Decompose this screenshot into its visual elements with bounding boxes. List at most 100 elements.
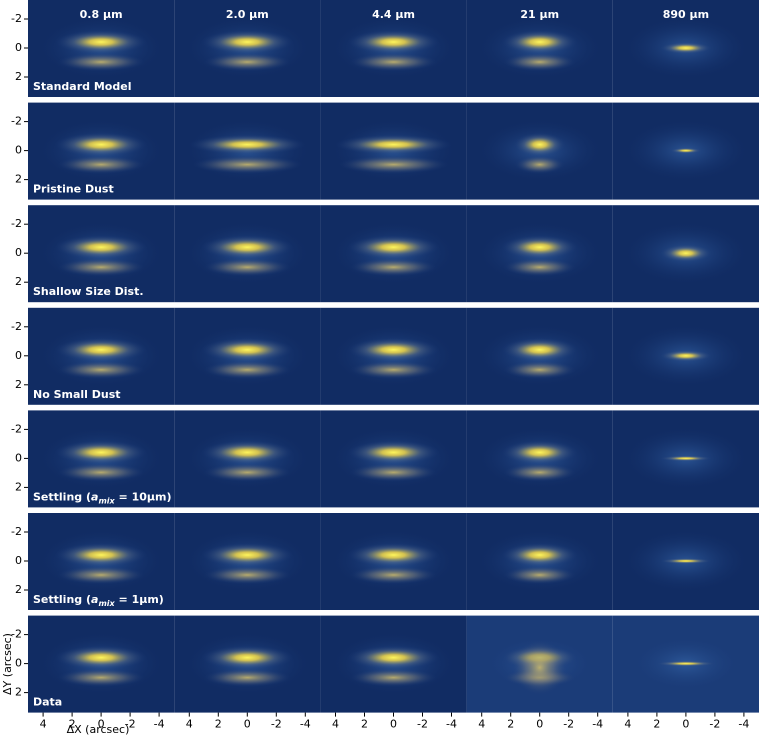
disk: [659, 42, 712, 54]
y-axis-label: ΔY (arcsec): [1, 633, 14, 695]
lower-lobe: [203, 463, 291, 482]
lower-lobe: [349, 463, 438, 482]
row-label-part: No Small Dust: [33, 388, 121, 401]
y-tick-label: -2: [11, 525, 22, 538]
row-label: Shallow Size Dist.: [33, 285, 144, 298]
x-tick-label: 4: [478, 718, 485, 731]
x-tick-label: -4: [154, 718, 165, 731]
disk: [659, 558, 712, 564]
y-tick-label: 2: [15, 686, 22, 699]
disk: [659, 455, 712, 462]
upper-lobe: [347, 30, 440, 54]
x-tick-label: 0: [682, 718, 689, 731]
lower-lobe: [503, 53, 576, 71]
row-label-part: Shallow Size Dist.: [33, 285, 144, 298]
x-tick-label: -4: [446, 718, 457, 731]
lower-lobe: [57, 360, 145, 379]
row-label-part: Pristine Dust: [33, 183, 114, 196]
lower-lobe: [338, 155, 449, 174]
upper-lobe: [201, 235, 294, 260]
lower-lobe: [203, 360, 291, 379]
y-tick-label: -2: [11, 628, 22, 641]
y-tick-label: 2: [15, 275, 22, 288]
column-label: 2.0 μm: [226, 8, 269, 21]
lower-lobe: [503, 463, 576, 482]
x-tick-label: -2: [271, 718, 282, 731]
upper-lobe: [201, 440, 294, 465]
column-label: 890 μm: [663, 8, 709, 21]
lower-lobe: [203, 53, 291, 71]
y-tick-label: 0: [15, 451, 22, 464]
row-label: Settling (amix = 1μm): [33, 593, 164, 608]
x-tick-label: 4: [624, 718, 631, 731]
lower-lobe: [203, 566, 291, 584]
lower-lobe: [57, 668, 145, 687]
row-label-part: mix: [98, 496, 115, 505]
upper-lobe: [501, 440, 578, 465]
x-tick-label: 2: [361, 718, 368, 731]
upper-lobe: [201, 543, 294, 567]
y-tick-label: -2: [11, 115, 22, 128]
upper-lobe: [347, 337, 440, 362]
row-label: Standard Model: [33, 80, 131, 93]
row-label-part: Settling (: [33, 490, 91, 503]
x-tick-label: 0: [244, 718, 251, 731]
lower-lobe: [203, 668, 291, 687]
lower-lobe: [349, 668, 438, 687]
x-tick-label: 4: [332, 718, 339, 731]
x-tick-label: 2: [653, 718, 660, 731]
x-tick-label: -4: [300, 718, 311, 731]
upper-lobe: [501, 543, 578, 567]
lower-lobe: [203, 258, 291, 277]
upper-lobe: [501, 337, 578, 362]
disk: [655, 660, 716, 667]
upper-lobe: [55, 132, 148, 157]
x-tick-label: -4: [738, 718, 749, 731]
x-tick-label: -2: [563, 718, 574, 731]
y-tick-label: 0: [15, 554, 22, 567]
row-label-part: Settling (: [33, 593, 91, 606]
upper-lobe: [347, 235, 440, 260]
column-label: 0.8 μm: [80, 8, 123, 21]
y-tick-label: 2: [15, 70, 22, 83]
diffuse: [511, 639, 568, 696]
y-tick-label: 0: [15, 41, 22, 54]
row-label-part: Standard Model: [33, 80, 131, 93]
lower-lobe: [349, 360, 438, 379]
disk: [669, 147, 702, 154]
y-tick-label: -2: [11, 12, 22, 25]
y-tick-label: 0: [15, 246, 22, 259]
upper-lobe: [347, 440, 440, 465]
lower-lobe: [503, 566, 576, 584]
x-tick-label: -2: [417, 718, 428, 731]
upper-lobe: [189, 134, 306, 155]
y-tick-label: 2: [15, 378, 22, 391]
row-label-part: = 10μm): [115, 490, 172, 503]
x-tick-label: -2: [125, 718, 136, 731]
row-label: Settling (amix = 10μm): [33, 490, 171, 505]
upper-lobe: [335, 134, 452, 155]
upper-lobe: [55, 440, 148, 465]
x-tick-label: 0: [536, 718, 543, 731]
upper-lobe: [513, 132, 566, 157]
x-axis-label: ΔX (arcsec): [67, 723, 130, 736]
row-label: Data: [33, 696, 62, 709]
y-tick-label: -2: [11, 320, 22, 333]
upper-lobe: [55, 337, 148, 362]
y-tick-label: 2: [15, 480, 22, 493]
lower-lobe: [349, 258, 438, 277]
upper-lobe: [201, 30, 294, 54]
upper-lobe: [501, 30, 578, 54]
lower-lobe: [349, 566, 438, 584]
x-tick-label: -2: [709, 718, 720, 731]
y-tick-label: 2: [15, 173, 22, 186]
disk: [659, 349, 712, 362]
upper-lobe: [347, 543, 440, 567]
lower-lobe: [57, 155, 145, 174]
lower-lobe: [57, 566, 145, 584]
row-label-part: a: [91, 593, 98, 606]
lower-lobe: [503, 258, 576, 277]
